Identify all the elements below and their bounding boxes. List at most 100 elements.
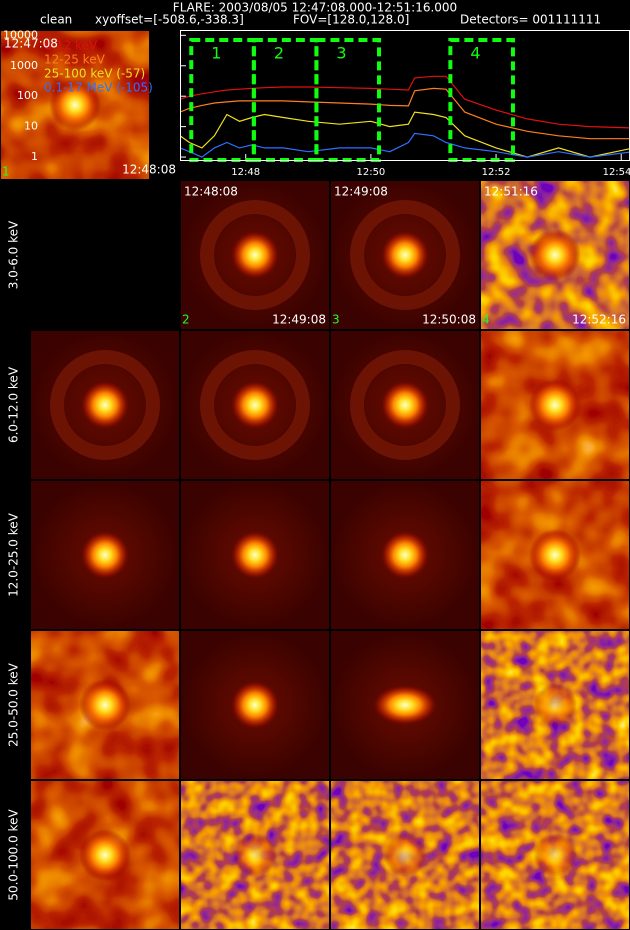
tile-border (330, 630, 480, 780)
image-tile (480, 780, 630, 930)
source (533, 833, 577, 877)
y-tick-label: 1 (31, 150, 38, 163)
source (231, 231, 279, 279)
source (373, 685, 437, 725)
tile-border (30, 630, 180, 780)
source (79, 679, 131, 731)
source (381, 231, 429, 279)
tile-end-time: 12:50:08 (422, 313, 476, 327)
image-tile (180, 780, 330, 930)
source (529, 229, 581, 281)
source (383, 833, 427, 877)
y-tick-label: 10 (24, 120, 38, 133)
source (533, 683, 577, 727)
lightcurve-line (180, 132, 630, 158)
xyoffset: xyoffset=[-508.6,-338.3] (95, 13, 244, 27)
image-tile (480, 480, 630, 630)
tile-start-time: 12:49:08 (334, 185, 388, 199)
source (381, 381, 429, 429)
image-tile (330, 180, 480, 330)
source (231, 681, 279, 729)
method: clean (40, 13, 72, 27)
row-label: 12.0-25.0 keV (7, 512, 21, 596)
source (231, 381, 279, 429)
tile-index: 2 (182, 313, 190, 327)
source (49, 79, 101, 131)
source (233, 833, 277, 877)
image-tile (0, 30, 150, 180)
image-tile (480, 630, 630, 780)
tile-border (330, 330, 480, 480)
x-tick-label: 12:52 (482, 167, 511, 178)
image-tile (30, 630, 180, 780)
ring (50, 350, 160, 460)
tile-end-time: 12:48:08 (122, 163, 176, 177)
row-label: 3.0-6.0 keV (7, 220, 21, 289)
tile-start-time: 12:47:08 (4, 37, 58, 51)
tile-start-time: 12:51:16 (484, 185, 538, 199)
row-label: 6.0-12.0 keV (7, 366, 21, 443)
title: FLARE: 2003/08/05 12:47:08.000-12:51:16.… (173, 1, 457, 15)
source (529, 379, 581, 431)
source (529, 529, 581, 581)
x-tick-label: 12:50 (356, 167, 385, 178)
legend-entry: 25-100 keV (-57) (44, 67, 145, 81)
tile-end-time: 12:49:08 (272, 313, 326, 327)
tile-border (180, 330, 330, 480)
tile-border (180, 630, 330, 780)
image-tile (180, 330, 330, 480)
tile-start-time: 12:48:08 (184, 185, 238, 199)
fov: FOV=[128.0,128.0] (293, 13, 409, 27)
tile-border (180, 480, 330, 630)
image-tile (180, 480, 330, 630)
image-tile (480, 330, 630, 480)
tile-index: 4 (482, 313, 490, 327)
image-tile (30, 780, 180, 930)
y-tick-label: 10000 (3, 28, 38, 41)
y-tick-label: 1000 (10, 59, 38, 72)
lightcurve-line (180, 87, 630, 140)
row-label: 25.0-50.0 keV (7, 662, 21, 746)
source (231, 531, 279, 579)
y-tick-label: 100 (17, 89, 38, 102)
curves (180, 75, 630, 158)
legend-entry: 12-25 keV (44, 53, 106, 67)
image-tile (180, 180, 330, 330)
image-tile (330, 780, 480, 930)
source (81, 381, 129, 429)
tile-border (30, 480, 180, 630)
image-tile (480, 180, 630, 330)
legend-entry: 0.1-17 MeV (-105) (44, 81, 153, 95)
ring (350, 350, 460, 460)
x-tick-label: 12:54 (603, 167, 630, 178)
image-tile (330, 330, 480, 480)
tile-border (0, 30, 150, 180)
ring (200, 200, 310, 310)
tile-index: 1 (2, 165, 10, 179)
ring (350, 200, 460, 310)
interval-label: 4 (470, 44, 480, 63)
lightcurve-bg (180, 30, 630, 160)
detectors: Detectors= 001111111 (460, 13, 601, 27)
tile-border (180, 180, 330, 330)
ring (200, 350, 310, 460)
interval-label: 3 (336, 44, 346, 63)
source (81, 531, 129, 579)
interval-label: 1 (211, 44, 221, 63)
legend-entry: 6-12 keV (44, 39, 98, 53)
image-tile (330, 480, 480, 630)
lightcurve-line (180, 111, 630, 158)
tile-border (330, 480, 480, 630)
x-tick-label: 12:48 (231, 167, 260, 178)
image-tile (330, 630, 480, 780)
interval-label: 2 (274, 44, 284, 63)
tile-index: 3 (332, 313, 340, 327)
source (381, 531, 429, 579)
lightcurve-line (180, 75, 630, 129)
image-tile (180, 630, 330, 780)
tile-border (330, 180, 480, 330)
row-label: 50.0-100.0 keV (7, 809, 21, 901)
tile-border (30, 330, 180, 480)
